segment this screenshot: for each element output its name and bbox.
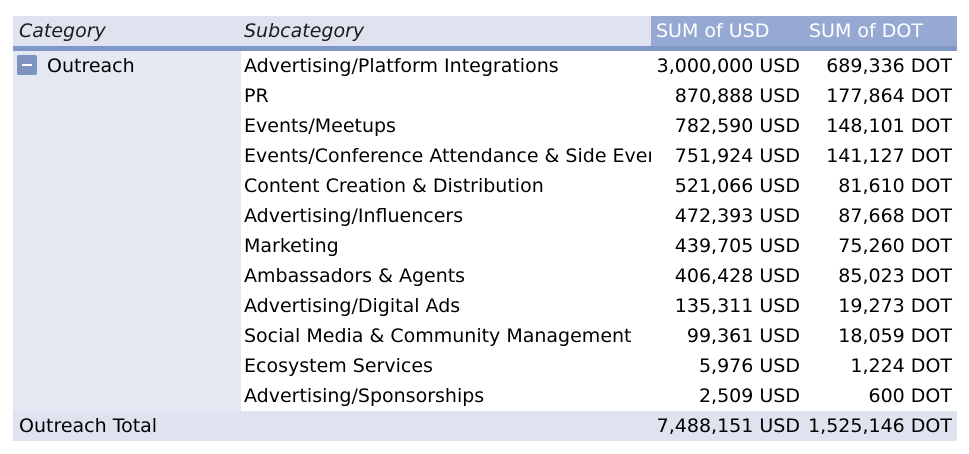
dot-value-cell: 87,668 DOT: [838, 205, 952, 227]
table-row: Content Creation & Distribution 521,066 U…: [13, 171, 957, 201]
category-cell-empty: [13, 291, 241, 321]
usd-value-cell: 5,976 USD: [698, 355, 800, 377]
subcategory-cell: Ambassadors & Agents: [241, 261, 651, 291]
collapse-minus-icon[interactable]: [17, 54, 37, 75]
dot-value-cell: 75,260 DOT: [838, 235, 952, 257]
dot-value-cell: 600 DOT: [868, 385, 953, 407]
category-cell-empty: [13, 171, 241, 201]
dot-value-cell: 85,023 DOT: [838, 265, 952, 287]
usd-value-cell: 751,924 USD: [674, 145, 800, 167]
total-dot: 1,525,146 DOT: [808, 415, 952, 437]
header-category[interactable]: Category: [19, 20, 106, 42]
category-label: Outreach: [47, 55, 135, 77]
table-row: Ambassadors & Agents 406,428 USD 85,023 DO…: [13, 261, 957, 291]
table-row: Events/Conference Attendance & Side Even…: [13, 141, 957, 171]
usd-value-cell: 782,590 USD: [674, 115, 800, 137]
category-cell-empty: [13, 111, 241, 141]
usd-value-cell: 2,509 USD: [698, 385, 800, 407]
usd-value-cell: 439,705 USD: [674, 235, 800, 257]
usd-value-cell: 870,888 USD: [674, 85, 800, 107]
table-row: Social Media & Community Management 99,36…: [13, 321, 957, 351]
dot-value-cell: 19,273 DOT: [838, 295, 952, 317]
category-cell-empty: [13, 351, 241, 381]
usd-value-cell: 406,428 USD: [674, 265, 800, 287]
subcategory-cell: Advertising/Influencers: [241, 201, 651, 231]
header-sum-usd[interactable]: SUM of USD: [651, 16, 805, 46]
total-label: Outreach Total: [19, 415, 158, 437]
usd-value-cell: 472,393 USD: [674, 205, 800, 227]
subcategory-cell: Events/Conference Attendance & Side Even…: [241, 141, 651, 171]
subcategory-cell: Marketing: [241, 231, 651, 261]
table-row: Marketing 439,705 USD 75,260 DOT: [13, 231, 957, 261]
subcategory-cell: Content Creation & Distribution: [241, 171, 651, 201]
usd-value-cell: 135,311 USD: [674, 295, 800, 317]
dot-value-cell: 689,336 DOT: [826, 55, 952, 77]
category-cell-empty: [13, 321, 241, 351]
table-row: PR 870,888 USD 177,864 DOT: [13, 81, 957, 111]
dot-value-cell: 141,127 DOT: [826, 145, 952, 167]
category-cell-empty: [13, 381, 241, 411]
header-subcategory[interactable]: Subcategory: [244, 20, 365, 42]
table-row: Events/Meetups 782,590 USD 148,101 DOT: [13, 111, 957, 141]
dot-value-cell: 148,101 DOT: [826, 115, 952, 137]
subcategory-cell: Advertising/Sponsorships: [241, 381, 651, 411]
usd-value-cell: 99,361 USD: [686, 325, 800, 347]
dot-value-cell: 18,059 DOT: [838, 325, 952, 347]
dot-value-cell: 177,864 DOT: [826, 85, 952, 107]
category-cell-empty: [13, 261, 241, 291]
category-cell-empty: [13, 201, 241, 231]
subcategory-cell: Advertising/Platform Integrations: [241, 51, 651, 81]
table-row: Advertising/Sponsorships 2,509 USD 600 DOT: [13, 381, 957, 411]
category-cell-empty: [13, 81, 241, 111]
header-row: Category Subcategory SUM of USD SUM of D…: [13, 16, 957, 51]
total-usd: 7,488,151 USD: [656, 415, 800, 437]
header-sum-dot[interactable]: SUM of DOT: [805, 16, 957, 46]
table-row: Advertising/Influencers 472,393 USD 87,668…: [13, 201, 957, 231]
category-cell-empty: [13, 231, 241, 261]
subcategory-cell: PR: [241, 81, 651, 111]
subcategory-cell: Advertising/Digital Ads: [241, 291, 651, 321]
subcategory-cell: Social Media & Community Management: [241, 321, 651, 351]
dot-value-cell: 81,610 DOT: [838, 175, 952, 197]
total-subcategory-empty: [241, 411, 651, 441]
table-row: Ecosystem Services 5,976 USD 1,224 DOT: [13, 351, 957, 381]
usd-value-cell: 521,066 USD: [674, 175, 800, 197]
category-cell-empty: [13, 141, 241, 171]
dot-value-cell: 1,224 DOT: [850, 355, 952, 377]
usd-value-cell: 3,000,000 USD: [656, 55, 800, 77]
total-row: Outreach Total 7,488,151 USD 1,525,146 D…: [13, 411, 957, 441]
table-row: Outreach Advertising/Platform Integration…: [13, 51, 957, 81]
pivot-table: Category Subcategory SUM of USD SUM of D…: [13, 16, 957, 441]
category-cell-outreach: Outreach: [13, 51, 241, 81]
subcategory-cell: Events/Meetups: [241, 111, 651, 141]
subcategory-cell: Ecosystem Services: [241, 351, 651, 381]
table-body: Outreach Advertising/Platform Integration…: [13, 51, 957, 411]
table-row: Advertising/Digital Ads 135,311 USD 19,273…: [13, 291, 957, 321]
